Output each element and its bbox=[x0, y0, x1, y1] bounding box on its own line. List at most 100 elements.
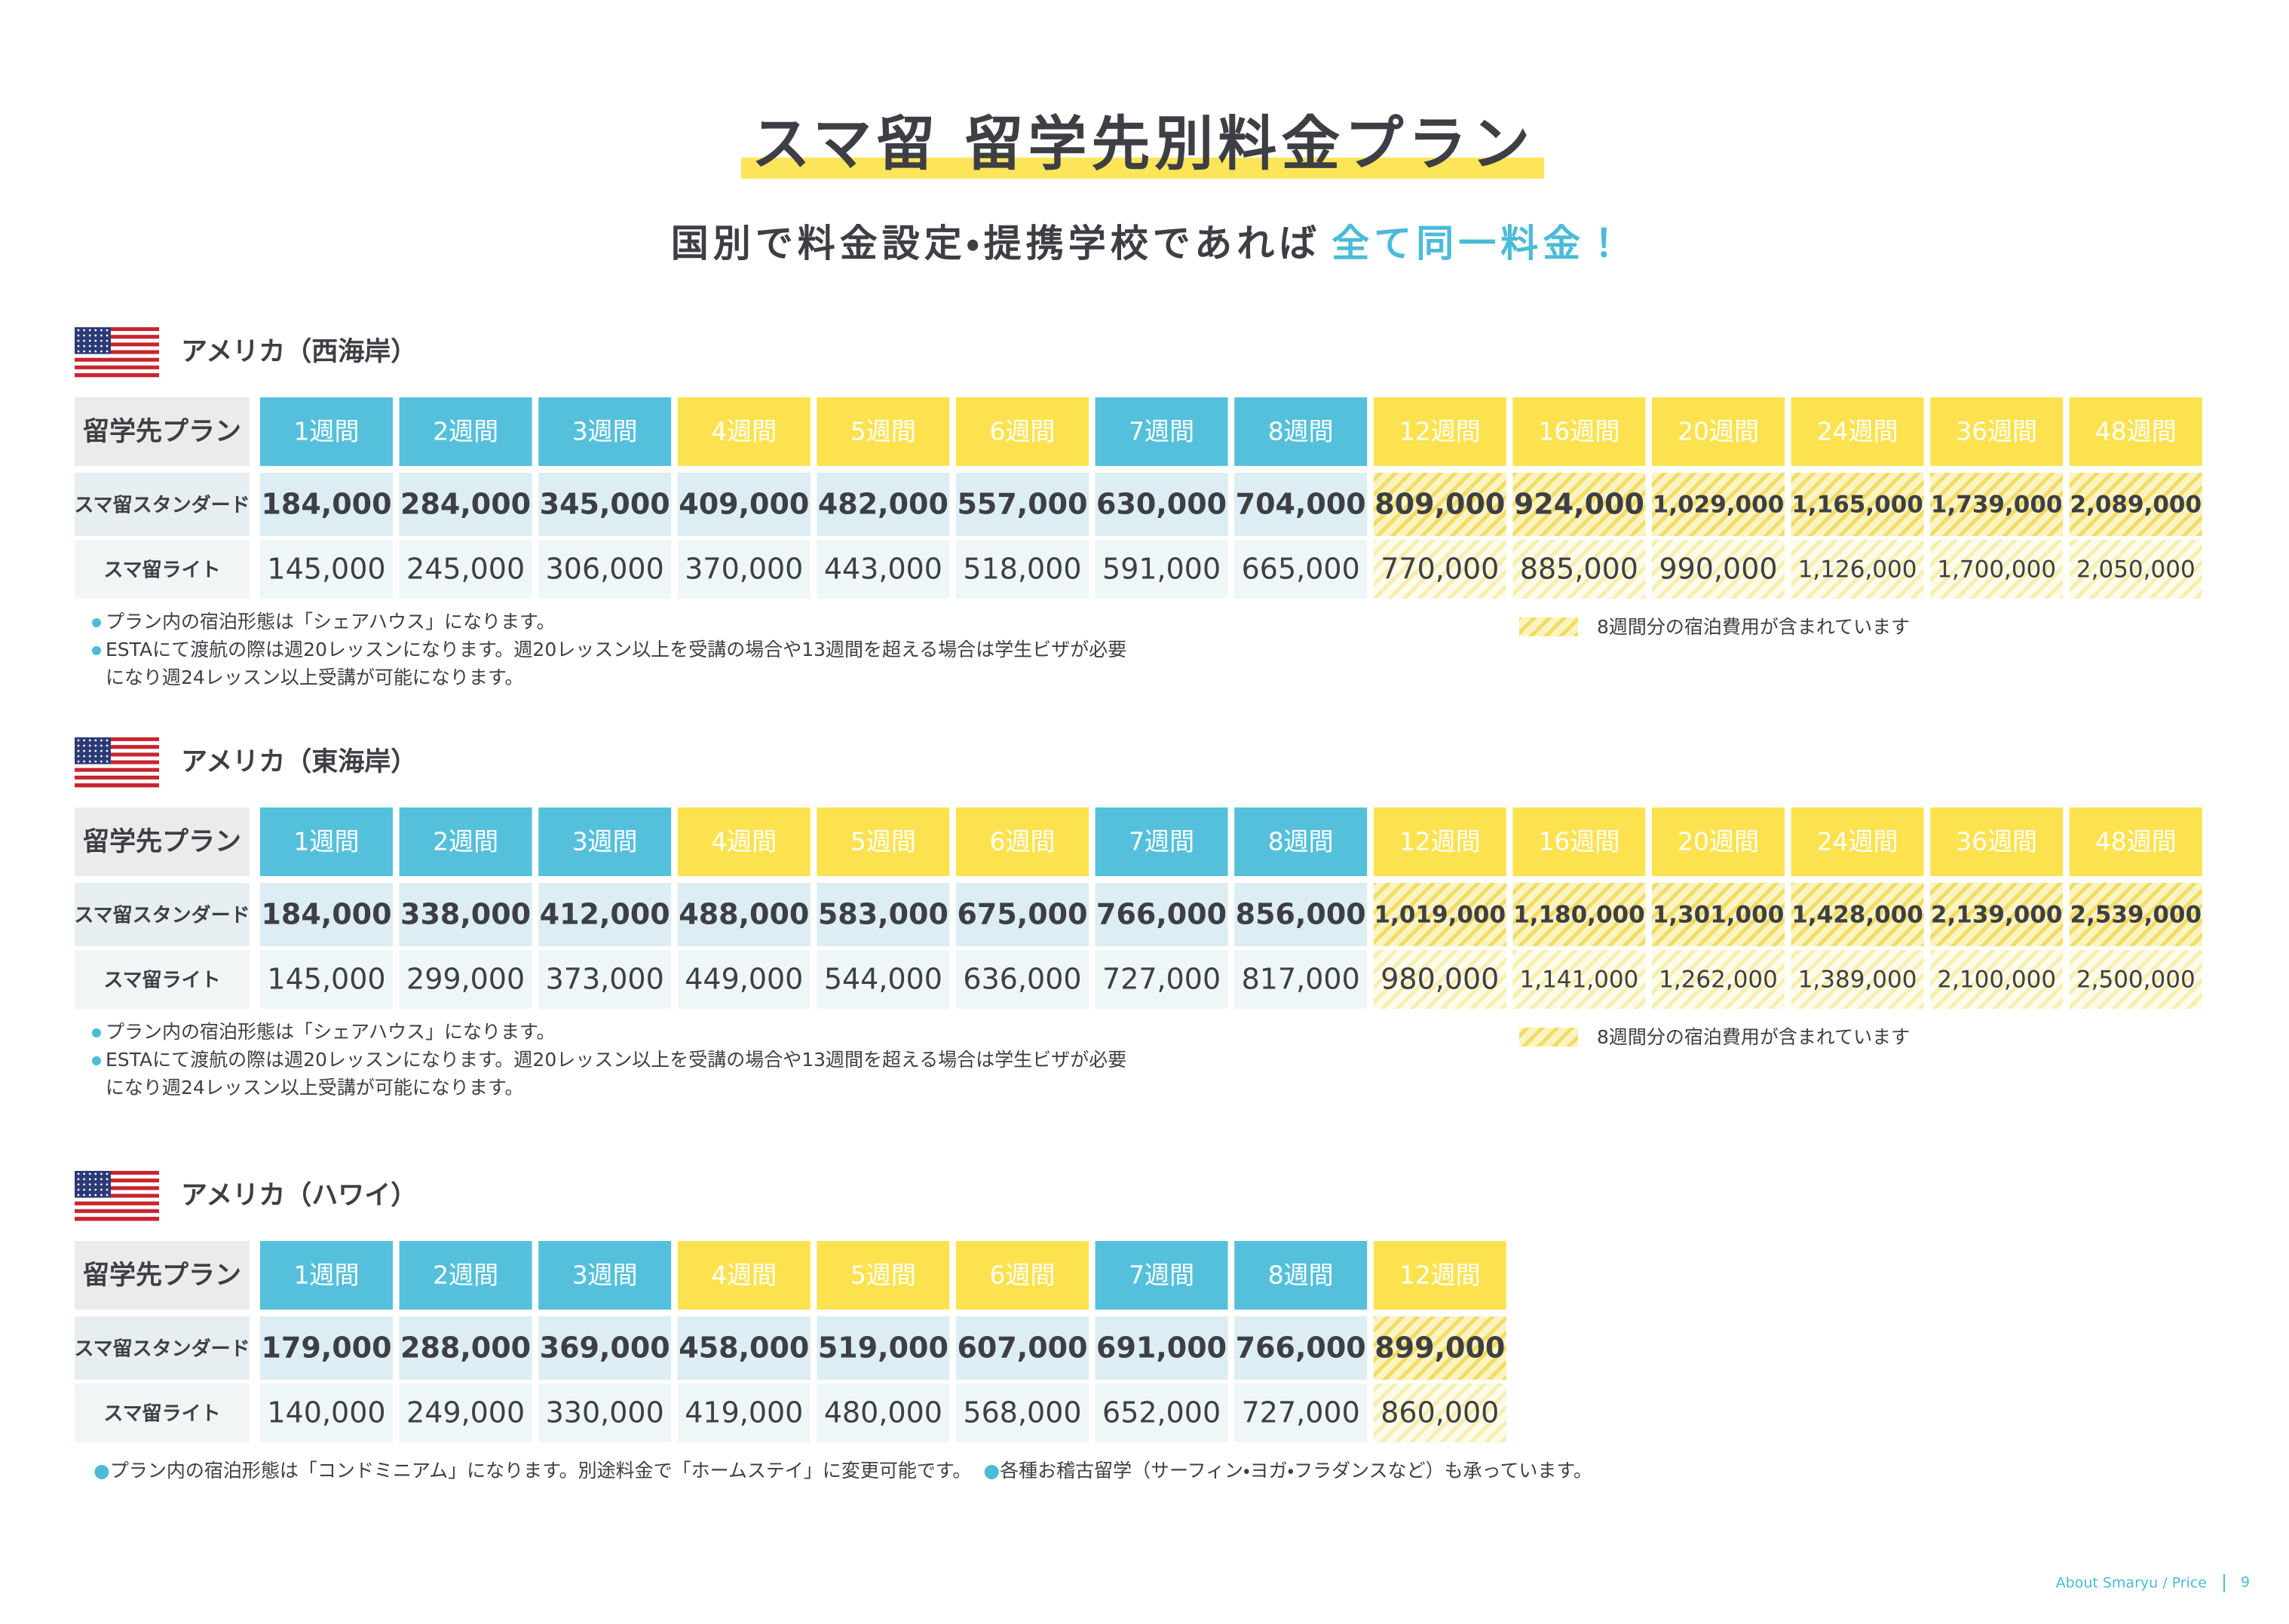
price-cell bbox=[538, 473, 672, 536]
week-header-cell bbox=[956, 1241, 1089, 1310]
week-header-cell bbox=[677, 807, 810, 876]
flag-canton bbox=[75, 327, 111, 354]
flag-star bbox=[77, 334, 80, 337]
flag-stripe bbox=[75, 1216, 159, 1221]
flag-star bbox=[100, 760, 103, 763]
flag-stripe bbox=[75, 737, 159, 742]
price-cell bbox=[1791, 473, 1924, 536]
week-header: 12週間 bbox=[1399, 1261, 1481, 1290]
footer-label: About Smaryu / Price bbox=[2056, 1575, 2207, 1592]
inline-notes: ●プラン内の宿泊形態は「コンドミニアム」になります。別途料金で「ホームステイ」に… bbox=[93, 1460, 1592, 1482]
row-label-cell bbox=[75, 473, 250, 536]
flag-star bbox=[83, 1172, 85, 1175]
price-cell bbox=[1373, 883, 1506, 946]
price: 2,500,000 bbox=[2076, 967, 2196, 994]
flag-star bbox=[106, 1188, 109, 1191]
flag-star bbox=[77, 1193, 80, 1197]
week-header: 3週間 bbox=[572, 417, 638, 446]
price: 1,428,000 bbox=[1791, 902, 1923, 929]
note-bullet: ● bbox=[983, 1460, 1000, 1482]
legend-swatch bbox=[1519, 617, 1578, 636]
price: 1,029,000 bbox=[1653, 492, 1785, 519]
price-cell bbox=[817, 950, 950, 1009]
price-cell bbox=[1930, 540, 2064, 599]
week-header: 2週間 bbox=[433, 417, 498, 446]
week-header: 2週間 bbox=[433, 827, 498, 856]
flag-star bbox=[77, 739, 80, 742]
price: 480,000 bbox=[824, 1396, 942, 1429]
region-name: アメリカ（東海岸） bbox=[181, 747, 417, 777]
price-cell bbox=[399, 950, 532, 1009]
note: ESTAにて渡航の際は週20レッスンになります。週20レッスン以上を受講の場合や… bbox=[106, 639, 1126, 660]
price-cell bbox=[1095, 1383, 1228, 1442]
week-header-cell bbox=[260, 397, 393, 466]
price: 419,000 bbox=[685, 1396, 803, 1429]
price-cell bbox=[677, 1383, 810, 1442]
week-header-cell bbox=[538, 807, 672, 876]
flag-stripe bbox=[75, 365, 159, 370]
price: 284,000 bbox=[400, 488, 531, 521]
week-header: 36週間 bbox=[1956, 417, 2037, 446]
price-cell bbox=[1373, 950, 1506, 1009]
price: 482,000 bbox=[818, 488, 948, 521]
flag-star bbox=[100, 1193, 103, 1197]
week-header: 6週間 bbox=[990, 827, 1056, 856]
price-cell bbox=[817, 540, 950, 599]
week-header-cell bbox=[1512, 807, 1646, 876]
header-label: 留学先プラン bbox=[83, 1261, 241, 1291]
flag-star bbox=[88, 334, 91, 337]
legend-text: 8週間分の宿泊費用が含まれています bbox=[1597, 1026, 1910, 1048]
flag-star bbox=[100, 329, 103, 332]
flag-star bbox=[106, 1193, 109, 1197]
flag-stripe bbox=[75, 752, 159, 757]
note: 各種お稽古留学（サーフィン・ヨガ・フラダンスなど）も承っています。 bbox=[1000, 1460, 1592, 1482]
week-header: 8週間 bbox=[1268, 827, 1334, 856]
price: 1,389,000 bbox=[1798, 967, 1917, 994]
flag-star bbox=[100, 345, 103, 348]
week-header-cell bbox=[817, 807, 950, 876]
price-cell bbox=[1512, 473, 1646, 536]
flag-stripe bbox=[75, 357, 159, 362]
price: 583,000 bbox=[818, 898, 948, 931]
us-flag bbox=[75, 737, 159, 788]
flag-stripe bbox=[75, 1212, 159, 1218]
row-label-cell bbox=[75, 883, 250, 946]
flag-stripe bbox=[75, 1205, 159, 1210]
price-cell bbox=[1791, 883, 1924, 946]
price: 1,019,000 bbox=[1374, 902, 1506, 929]
flag-star bbox=[77, 1183, 80, 1186]
week-header-cell bbox=[677, 1241, 810, 1310]
price: 449,000 bbox=[685, 963, 803, 996]
price: 458,000 bbox=[679, 1331, 809, 1365]
week-header-cell bbox=[1791, 807, 1924, 876]
flag-star bbox=[77, 760, 80, 763]
note: になり週24レッスン以上受講が可能になります。 bbox=[106, 666, 523, 688]
price-cell bbox=[677, 540, 810, 599]
week-header-cell bbox=[538, 397, 672, 466]
header-label-cell bbox=[75, 397, 250, 466]
price: 488,000 bbox=[679, 898, 809, 931]
price: 636,000 bbox=[963, 963, 1081, 996]
flag-stripe bbox=[75, 749, 159, 753]
price: 727,000 bbox=[1102, 963, 1221, 996]
price-cell bbox=[2069, 883, 2202, 946]
price-cell bbox=[1234, 473, 1368, 536]
price: 145,000 bbox=[267, 553, 385, 586]
price: 2,139,000 bbox=[1931, 902, 2063, 929]
week-header: 8週間 bbox=[1268, 417, 1334, 446]
price-cell bbox=[538, 1383, 672, 1442]
flag-star bbox=[106, 744, 109, 747]
week-header-cell bbox=[1512, 397, 1646, 466]
flag-star bbox=[100, 1178, 103, 1181]
price: 245,000 bbox=[406, 553, 525, 586]
price: 370,000 bbox=[685, 553, 803, 586]
price-cell bbox=[1930, 883, 2064, 946]
flag-stripe bbox=[75, 339, 159, 343]
flag-star bbox=[94, 329, 97, 332]
price: 2,100,000 bbox=[1937, 967, 2056, 994]
subtitle-main: 国別で料金設定・提携学校であれば bbox=[671, 222, 1322, 265]
flag-star bbox=[100, 1172, 103, 1175]
price-cell bbox=[1095, 473, 1228, 536]
week-header-cell bbox=[1930, 807, 2064, 876]
flag-star bbox=[83, 744, 85, 747]
